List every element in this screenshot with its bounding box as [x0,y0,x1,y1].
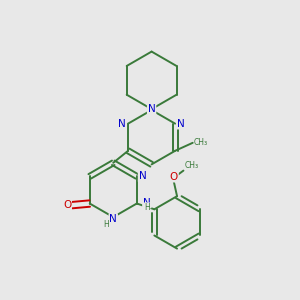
Text: N: N [148,104,155,114]
Text: N: N [143,198,151,208]
Text: N: N [110,214,117,224]
Text: CH₃: CH₃ [184,161,199,170]
Text: CH₃: CH₃ [194,138,208,147]
Text: O: O [63,200,71,210]
Text: N: N [118,118,126,129]
Text: H: H [103,220,109,229]
Text: N: N [177,118,185,129]
Text: H: H [144,203,150,212]
Text: N: N [139,171,146,182]
Text: O: O [170,172,178,182]
